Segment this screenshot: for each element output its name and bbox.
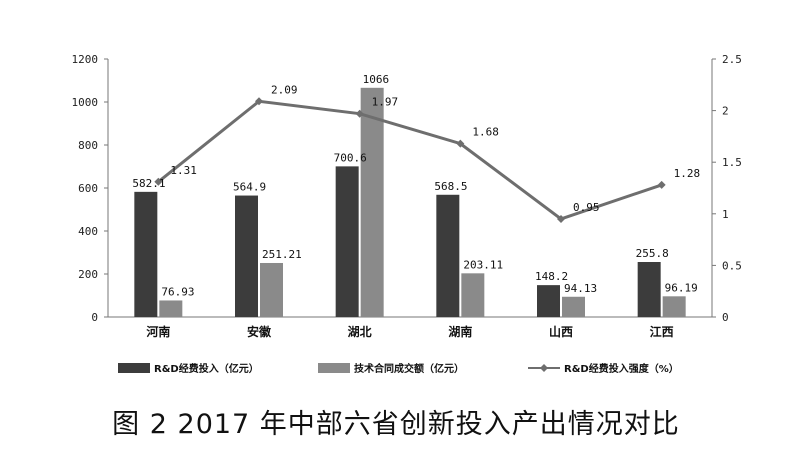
line-series-path <box>157 99 663 221</box>
y-right-tick-label: 1 <box>722 208 729 221</box>
y-left-tick-label: 800 <box>78 139 98 152</box>
bar-data-label: 700.6 <box>334 151 367 164</box>
bar <box>436 194 460 317</box>
y-left-tick-label: 1200 <box>72 53 99 66</box>
legend-label: R&D经费投入（亿元） <box>154 362 259 375</box>
line-data-label: 1.28 <box>674 167 701 180</box>
bar-data-label: 1066 <box>363 73 390 86</box>
bar <box>360 87 384 317</box>
bar <box>537 285 560 317</box>
line-point <box>456 139 465 148</box>
legend-marker <box>540 364 548 372</box>
line-point <box>154 177 163 186</box>
line-data-label: 1.68 <box>472 126 499 139</box>
bar <box>235 195 258 317</box>
legend-swatch <box>118 363 150 373</box>
bar <box>637 262 661 317</box>
bars <box>134 87 686 317</box>
x-category-label: 山西 <box>549 324 573 339</box>
x-category-label: 湖北 <box>348 324 372 339</box>
y-right-tick-label: 2.5 <box>722 53 742 66</box>
bar-data-label: 94.13 <box>564 282 597 295</box>
bar <box>159 300 183 317</box>
bar <box>662 296 686 317</box>
bar-data-label: 96.19 <box>665 281 698 294</box>
y-right-tick-label: 2 <box>722 105 729 118</box>
bar-data-label: 76.93 <box>161 285 194 298</box>
bar-data-label: 255.8 <box>636 247 669 260</box>
y-left-tick-label: 600 <box>78 182 98 195</box>
legend-label: 技术合同成交额（亿元） <box>354 362 464 375</box>
y-left-tick-label: 400 <box>78 225 98 238</box>
chart: 0 200 400 600 800 1000 1200 0 0.5 1 1.5 2 2.5 河南 安徽 湖北 湖… <box>72 53 742 375</box>
line-point <box>355 109 364 118</box>
line-point <box>657 180 666 189</box>
legend-swatch <box>318 363 350 373</box>
figure-caption: 图 2 2017 年中部六省创新投入产出情况对比 <box>112 409 680 440</box>
bar-data-label: 564.9 <box>233 181 266 194</box>
y-right-tick-label: 1.5 <box>722 156 742 169</box>
x-category-label: 安徽 <box>247 324 272 339</box>
x-category-label: 河南 <box>145 324 170 339</box>
line-data-label: 1.97 <box>372 96 399 109</box>
bar <box>260 262 283 317</box>
legend: R&D经费投入（亿元） 技术合同成交额（亿元） R&D经费投入强度（%） <box>118 362 679 375</box>
line-point <box>255 97 263 106</box>
bar <box>461 273 485 317</box>
y-left-tick-label: 0 <box>91 311 98 324</box>
bar-data-label: 251.21 <box>262 248 302 261</box>
y-left-tick-label: 1000 <box>72 96 99 109</box>
bar-data-label: 582.1 <box>132 177 165 190</box>
legend-label: R&D经费投入强度（%） <box>564 362 679 375</box>
line-data-label: 1.31 <box>170 164 197 177</box>
x-category-label: 湖南 <box>448 324 472 339</box>
y-left-tick-label: 200 <box>78 268 98 281</box>
bar <box>134 191 158 317</box>
x-category-label: 江西 <box>650 324 674 339</box>
y-right-tick-label: 0 <box>722 311 729 324</box>
bar-data-label: 203.11 <box>463 258 503 271</box>
y-right-tick-label: 0.5 <box>722 259 742 272</box>
line-series <box>154 97 666 223</box>
line-data-label: 0.95 <box>573 201 600 214</box>
axes: 0 200 400 600 800 1000 1200 0 0.5 1 1.5 2 2.5 河南 安徽 湖北 湖… <box>72 53 742 339</box>
bar <box>562 296 585 317</box>
bar-data-label: 568.5 <box>434 180 467 193</box>
bar-data-label: 148.2 <box>535 270 568 283</box>
data-labels: 582.1 564.9 700.6 568.5 148.2 255.8 76.93 251.2… <box>132 73 700 299</box>
line-point <box>557 214 565 223</box>
line-data-label: 2.09 <box>271 83 298 96</box>
bar <box>335 166 359 317</box>
